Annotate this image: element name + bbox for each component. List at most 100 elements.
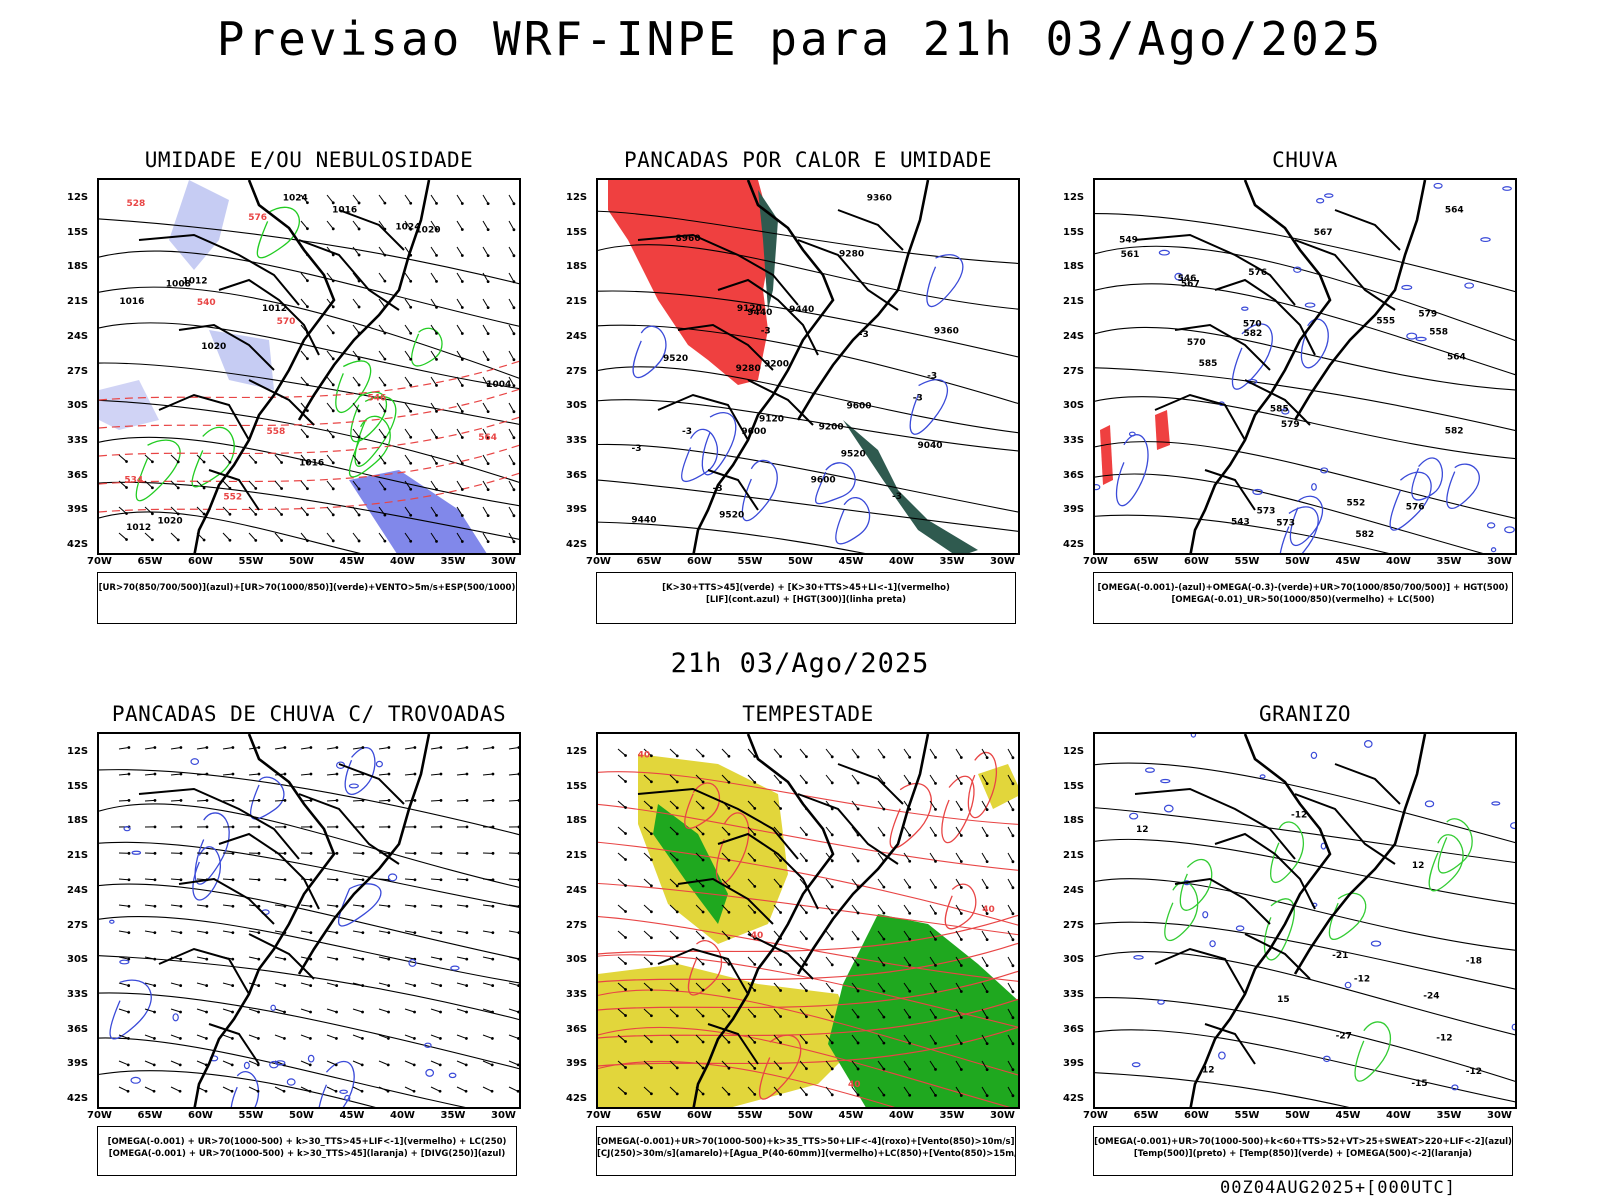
wind-vector xyxy=(196,982,207,987)
convection-blob xyxy=(1490,547,1497,553)
wind-vector-head xyxy=(512,514,516,518)
humidity-area-upper xyxy=(169,180,229,270)
wind-vector xyxy=(981,826,988,836)
wind-vector-head xyxy=(649,780,653,784)
wind-vector-head xyxy=(753,962,757,966)
wind-vector-head xyxy=(512,332,516,336)
south-america-coastline xyxy=(1189,734,1332,1107)
contour-line xyxy=(598,324,1018,405)
wind-vector xyxy=(877,748,885,758)
wind-vector xyxy=(773,774,781,783)
wind-vector xyxy=(430,272,437,282)
secondary-contour xyxy=(1411,457,1443,501)
wind-vector-head xyxy=(435,331,438,335)
wind-vector xyxy=(378,904,389,907)
wind-vector xyxy=(222,1086,233,1092)
contour-label: 9440 xyxy=(747,308,772,318)
wind-vector xyxy=(352,956,363,960)
contour-label: 567 xyxy=(1181,280,1200,290)
political-border xyxy=(178,323,275,371)
wind-vector-head xyxy=(486,540,490,543)
contour-label: 585 xyxy=(1270,404,1289,414)
wind-vector xyxy=(456,480,463,490)
wind-vector-head xyxy=(830,963,834,967)
longitude-label: 60W xyxy=(687,556,712,567)
secondary-contour xyxy=(1289,495,1324,546)
wind-vector xyxy=(508,454,515,464)
wind-vector-head xyxy=(309,957,313,961)
legend-box-granizo: [OMEGA(-0.001)+UR>70(1000-500)+k<60+TTS>… xyxy=(1093,1126,1513,1176)
wind-vector-head xyxy=(228,538,232,542)
wind-vector xyxy=(144,480,153,489)
wind-vector xyxy=(170,878,182,881)
convection-blob xyxy=(1157,999,1165,1005)
wind-vector xyxy=(981,878,988,888)
wind-vector-head xyxy=(205,984,209,987)
wind-vector xyxy=(170,982,181,987)
wind-vector-head xyxy=(701,858,705,862)
wind-vector xyxy=(508,1060,519,1066)
political-border xyxy=(637,787,799,860)
wind-vector-head xyxy=(856,859,860,863)
latitude-label: 24S xyxy=(566,884,588,896)
wind-vector xyxy=(643,1086,652,1095)
wind-vector-head xyxy=(512,436,516,440)
wind-vector-head xyxy=(753,806,757,810)
latitude-label: 18S xyxy=(566,815,588,827)
longitude-label: 70W xyxy=(87,1110,112,1121)
wind-vector-head xyxy=(357,201,361,205)
wind-vector-head xyxy=(153,878,157,882)
contour-label: 40 xyxy=(982,905,995,915)
wind-vector xyxy=(773,1008,781,1017)
convection-blob xyxy=(1406,332,1418,340)
wind-vector-head xyxy=(624,806,627,809)
wind-vector-head xyxy=(934,807,937,811)
political-border xyxy=(637,233,799,306)
wind-vector-head xyxy=(413,878,417,882)
wind-vector-head xyxy=(460,488,464,491)
wind-vector-head xyxy=(517,851,519,855)
wind-vector xyxy=(955,930,962,940)
humidity-area-center xyxy=(209,330,274,390)
wind-vector xyxy=(903,982,911,992)
wind-vector-head xyxy=(934,833,937,837)
contour-label: -3 xyxy=(682,427,692,437)
latitude-label: 21S xyxy=(566,850,588,862)
contour-line xyxy=(1095,1029,1515,1103)
wind-vector xyxy=(326,747,337,750)
wind-vector xyxy=(430,1008,441,1013)
wind-vector-head xyxy=(127,746,131,749)
wind-vector-head xyxy=(465,772,469,776)
contour-label: 534 xyxy=(124,476,143,486)
political-border xyxy=(138,787,300,860)
wind-vector xyxy=(352,194,360,204)
latitude-label: 39S xyxy=(67,504,89,516)
political-border xyxy=(1204,1023,1256,1065)
wind-vector-head xyxy=(460,514,464,517)
contour-line xyxy=(99,803,519,888)
thickness-contour xyxy=(598,942,1018,983)
wind-vector-head xyxy=(331,357,335,361)
convection-blob xyxy=(243,1061,250,1070)
wind-vector xyxy=(404,350,412,360)
legend-box-pancadas-calor: [K>30+TTS>45](verde) + [K>30+TTS>45+LI<-… xyxy=(596,572,1016,624)
wind-vector-head xyxy=(179,878,183,882)
wind-vector-head xyxy=(386,1037,390,1040)
wind-vector-head xyxy=(491,984,495,987)
wind-vector-head xyxy=(701,754,705,758)
wind-vector-head xyxy=(727,806,731,810)
wind-vector-head xyxy=(675,962,679,966)
wind-vector-head xyxy=(205,931,209,935)
wind-vector-head xyxy=(779,833,782,836)
wind-vector-head xyxy=(413,799,417,802)
wind-vector xyxy=(248,1060,259,1066)
wind-vector xyxy=(773,878,781,887)
wind-vector-head xyxy=(179,851,183,855)
wind-vector xyxy=(378,1086,389,1092)
wind-vector xyxy=(118,773,129,776)
wind-vector-head xyxy=(228,512,232,516)
wind-vector-head xyxy=(805,1067,808,1071)
wind-vector xyxy=(274,878,286,881)
wind-vector-head xyxy=(283,799,287,802)
wind-vector-head xyxy=(1011,756,1015,760)
